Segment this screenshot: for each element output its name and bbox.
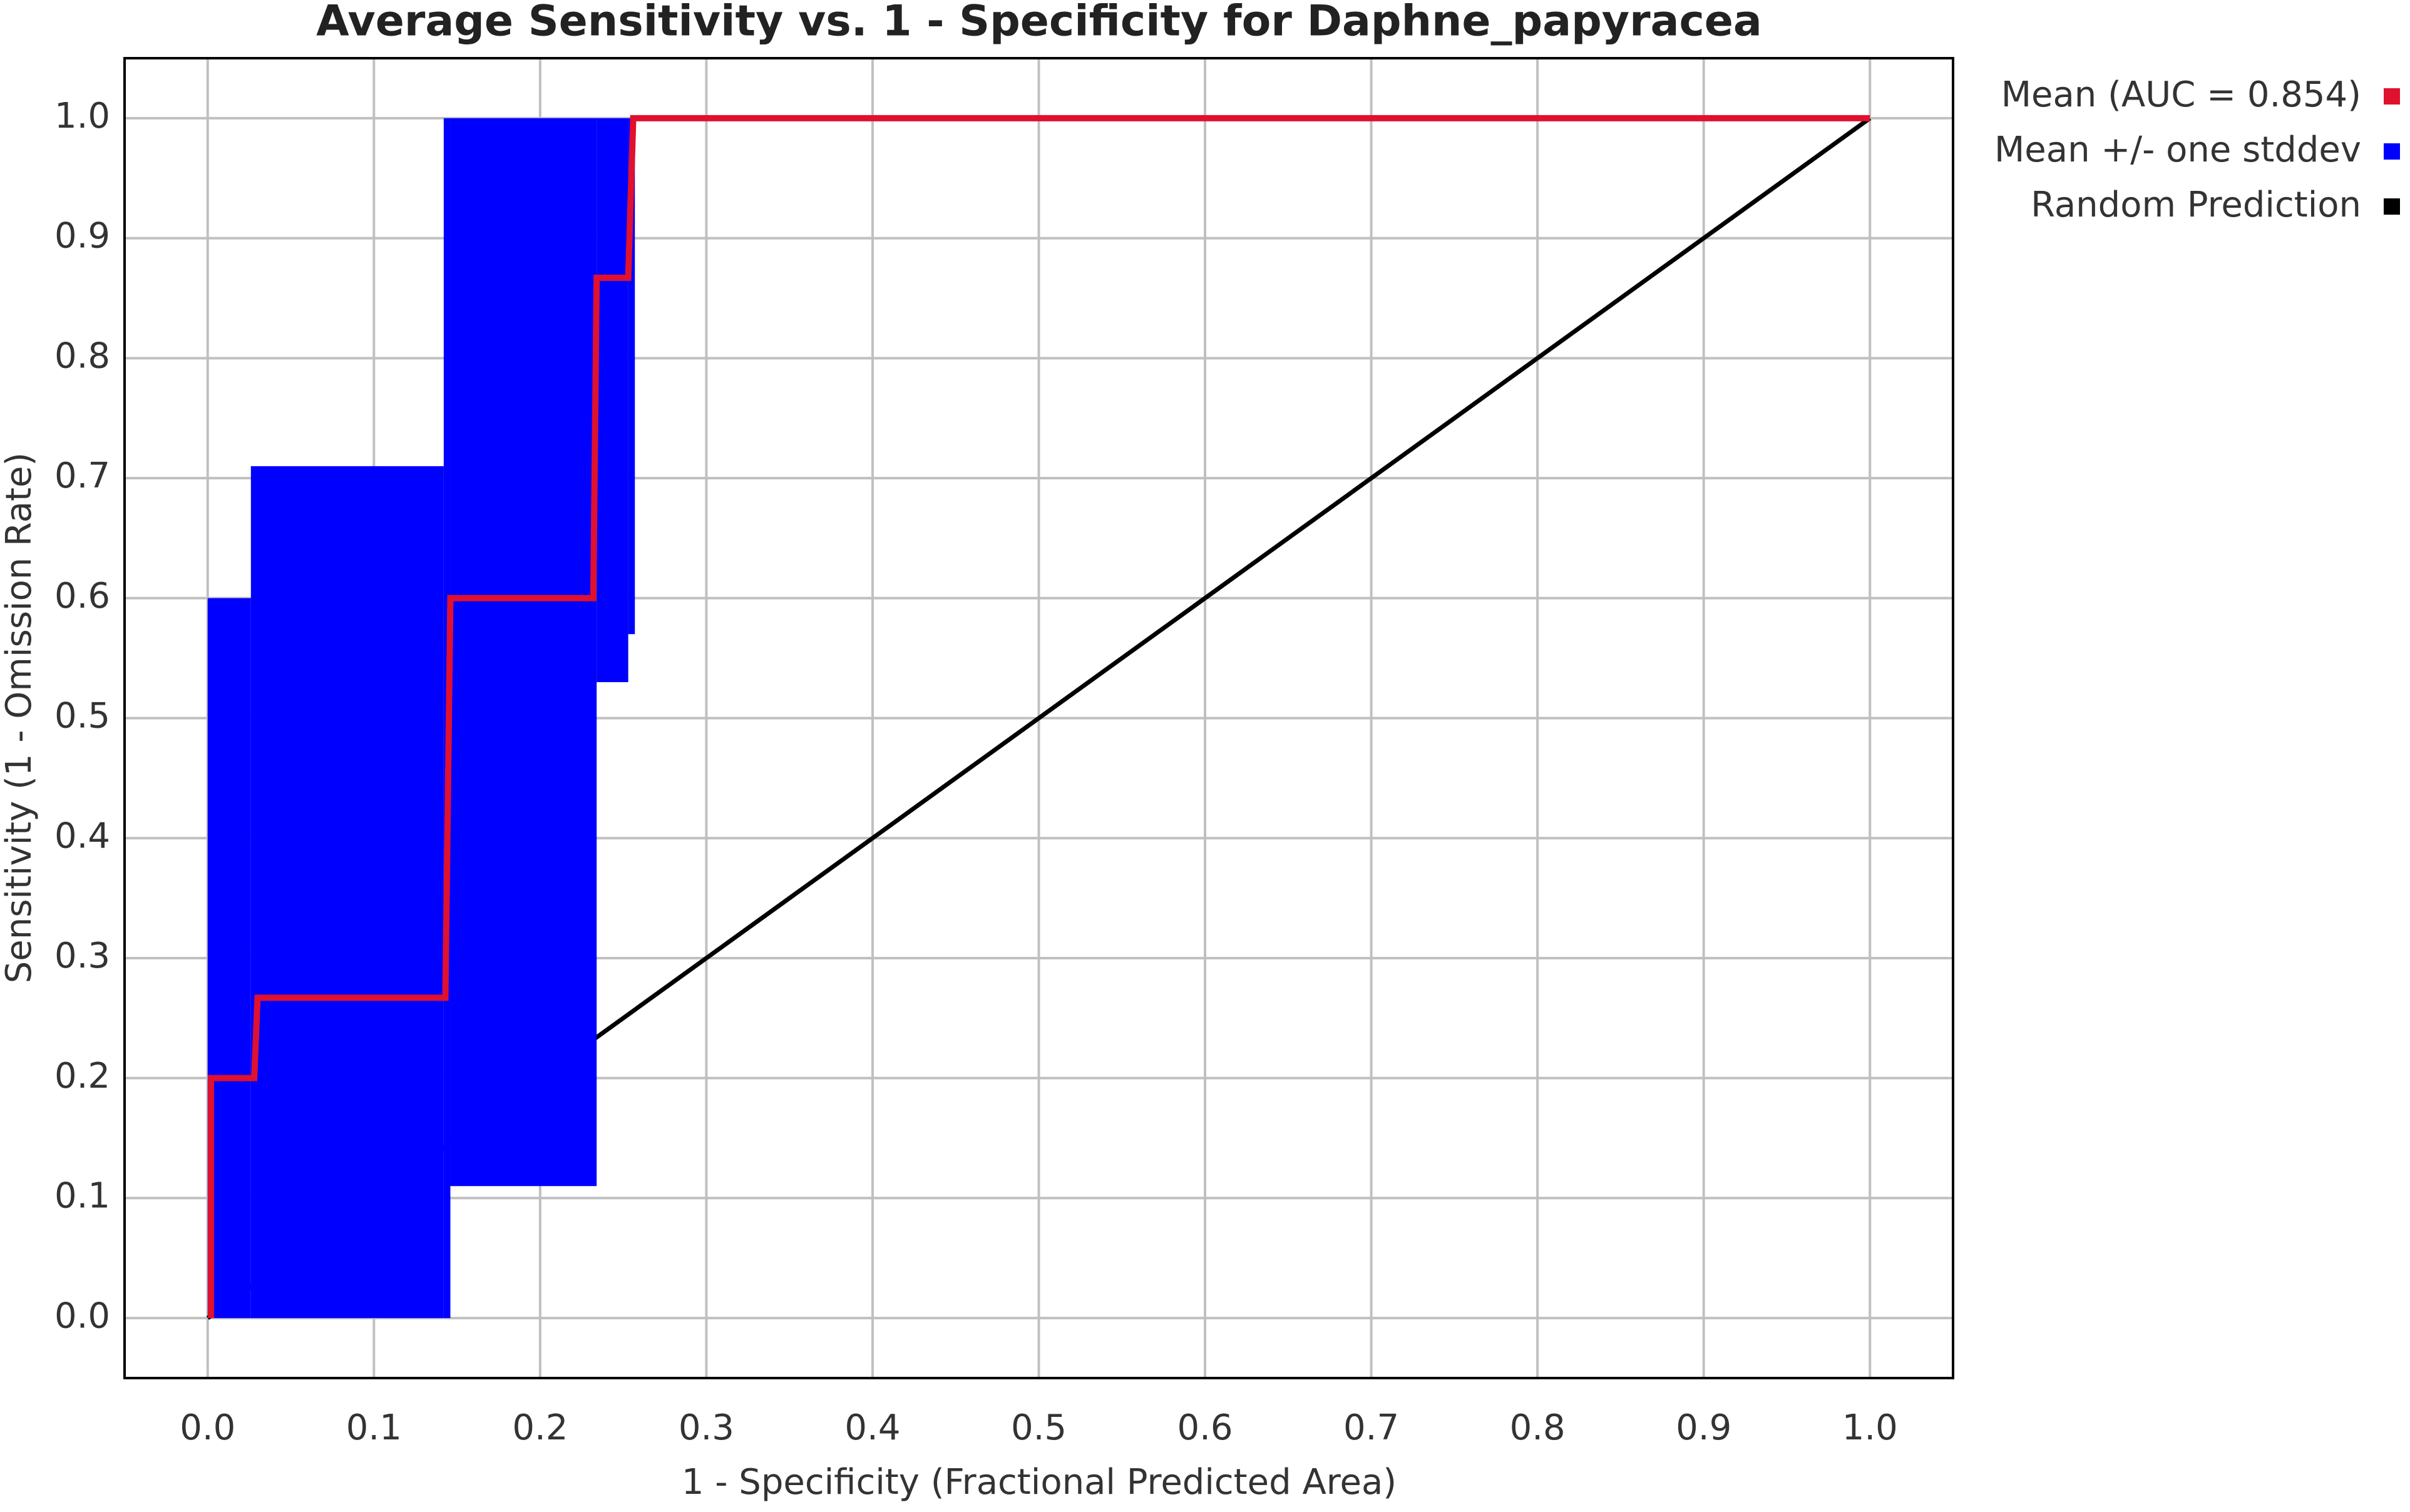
legend-label: Mean (AUC = 0.854) <box>2001 74 2361 115</box>
x-tick-label: 1.0 <box>1842 1407 1898 1448</box>
legend-swatch <box>2384 88 2400 105</box>
x-tick-label: 0.8 <box>1510 1407 1566 1448</box>
y-tick-label: 0.3 <box>54 936 110 976</box>
y-tick-label: 0.5 <box>54 696 110 737</box>
legend-label: Mean +/- one stddev <box>1994 130 2361 170</box>
x-tick-label: 0.1 <box>346 1407 402 1448</box>
x-tick-label: 0.7 <box>1343 1407 1399 1448</box>
x-tick-label: 0.2 <box>512 1407 568 1448</box>
band <box>207 598 251 1319</box>
y-tick-label: 0.9 <box>54 216 110 257</box>
y-tick-label: 0.7 <box>54 456 110 496</box>
y-tick-label: 0.0 <box>54 1295 110 1336</box>
x-tick-label: 0.4 <box>844 1407 900 1448</box>
band <box>250 466 444 1319</box>
band <box>597 118 628 682</box>
band <box>450 118 597 1187</box>
line <box>208 115 1870 1319</box>
x-tick-label: 0.5 <box>1011 1407 1067 1448</box>
chart-title: Average Sensitivity vs. 1 - Specificity … <box>316 0 1762 46</box>
x-tick-label: 0.3 <box>679 1407 734 1448</box>
x-tick-label: 0.9 <box>1676 1407 1731 1448</box>
y-tick-label: 0.8 <box>54 335 110 376</box>
y-tick-label: 0.4 <box>54 815 110 856</box>
legend-label: Random Prediction <box>2031 185 2361 225</box>
y-tick-label: 0.2 <box>54 1056 110 1096</box>
x-axis-label: 1 - Specificity (Fractional Predicted Ar… <box>682 1462 1397 1503</box>
legend-swatch <box>2384 143 2400 160</box>
legend-swatch <box>2384 198 2400 215</box>
y-tick-label: 1.0 <box>54 96 110 136</box>
y-tick-label: 0.6 <box>54 576 110 616</box>
y-tick-label: 0.1 <box>54 1176 110 1217</box>
y-axis-label: Sensitivity (1 - Omission Rate) <box>0 452 39 984</box>
x-tick-label: 0.0 <box>180 1407 235 1448</box>
plot-frame <box>123 57 1954 1379</box>
band <box>628 118 635 635</box>
x-tick-label: 0.6 <box>1177 1407 1233 1448</box>
